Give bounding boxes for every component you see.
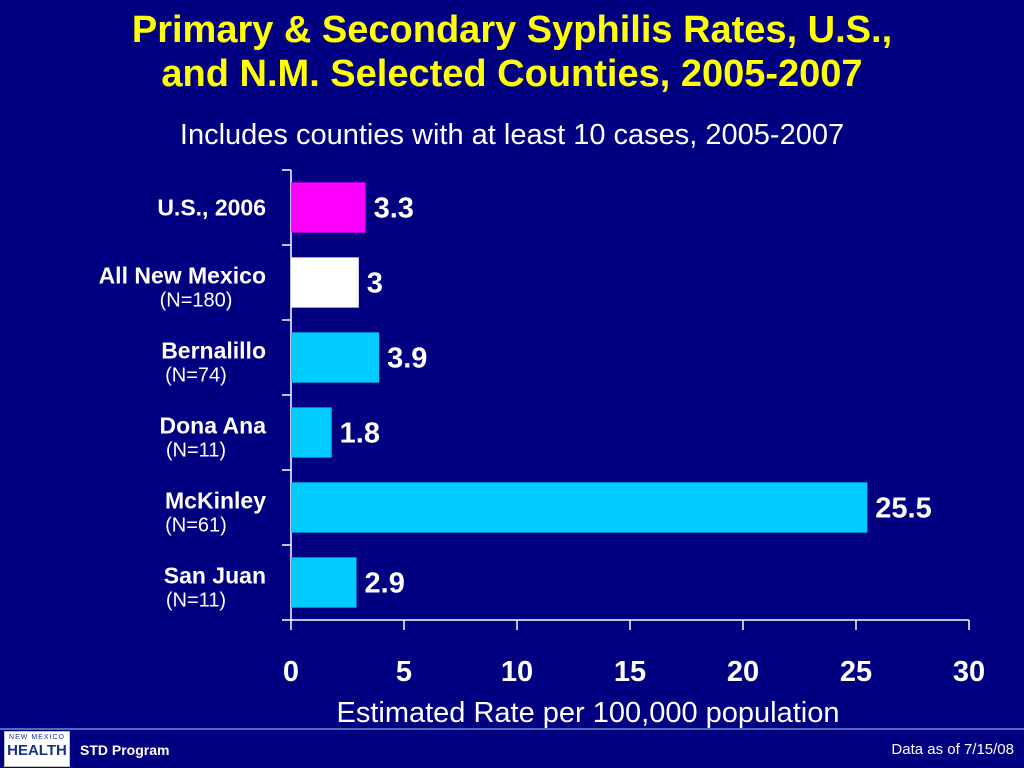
chart-bars xyxy=(291,182,868,608)
category-label: U.S., 2006 xyxy=(157,195,266,221)
x-tick-label: 10 xyxy=(501,656,533,688)
footer-divider xyxy=(0,728,1024,730)
value-label: 3.9 xyxy=(387,343,427,375)
nm-health-logo: NEW MEXICO HEALTH xyxy=(4,731,70,767)
bar-chart: 3.3 3 3.9 1.8 25.5 2.9 U.S., 2006 All New Mexi… xyxy=(99,169,985,728)
category-sublabel: (N=61) xyxy=(165,515,227,537)
logo-main-text: HEALTH xyxy=(7,742,67,759)
category-label: All New Mexico xyxy=(99,263,266,289)
category-label: San Juan xyxy=(164,563,266,589)
x-tick-label: 5 xyxy=(396,656,412,688)
category-sublabel: (N=11) xyxy=(166,590,226,612)
title-line-1: Primary & Secondary Syphilis Rates, U.S.… xyxy=(131,9,893,51)
program-name: STD Program xyxy=(80,742,170,758)
bar xyxy=(291,407,332,458)
chart-axes xyxy=(282,169,970,630)
value-labels: 3.3 3 3.9 1.8 25.5 2.9 xyxy=(340,193,932,600)
category-label: Bernalillo xyxy=(161,338,266,364)
category-sublabel: (N=11) xyxy=(166,440,226,462)
data-date: Data as of 7/15/08 xyxy=(891,741,1014,758)
chart-subtitle: Includes counties with at least 10 cases… xyxy=(179,119,845,151)
x-tick-labels: 0 5 10 15 20 25 30 xyxy=(283,656,985,688)
category-sublabel: (N=74) xyxy=(165,365,227,387)
x-tick-label: 20 xyxy=(727,656,759,688)
bar xyxy=(291,332,380,383)
value-label: 2.9 xyxy=(365,568,405,600)
x-tick-label: 25 xyxy=(840,656,872,688)
bar xyxy=(291,482,868,533)
category-sublabel: (N=180) xyxy=(160,290,233,312)
value-label: 25.5 xyxy=(875,493,931,525)
value-label: 3 xyxy=(367,268,383,300)
value-label: 1.8 xyxy=(340,418,380,450)
category-label: Dona Ana xyxy=(160,413,267,439)
bar xyxy=(291,257,359,308)
x-tick-label: 30 xyxy=(953,656,985,688)
logo-top-text: NEW MEXICO xyxy=(9,734,65,741)
bar xyxy=(291,557,357,608)
x-axis-label: Estimated Rate per 100,000 population xyxy=(336,697,839,728)
category-label: McKinley xyxy=(165,488,266,514)
x-tick-label: 15 xyxy=(614,656,646,688)
chart-title: Primary & Secondary Syphilis Rates, U.S.… xyxy=(0,8,1024,96)
value-label: 3.3 xyxy=(374,193,414,225)
bar xyxy=(291,182,366,233)
footer-bar: NEW MEXICO HEALTH STD Program Data as of… xyxy=(0,728,1024,768)
x-tick-label: 0 xyxy=(283,656,299,688)
title-line-2: and N.M. Selected Counties, 2005-2007 xyxy=(161,53,863,95)
category-labels: U.S., 2006 All New Mexico(N=180) Bernalill… xyxy=(99,195,267,612)
